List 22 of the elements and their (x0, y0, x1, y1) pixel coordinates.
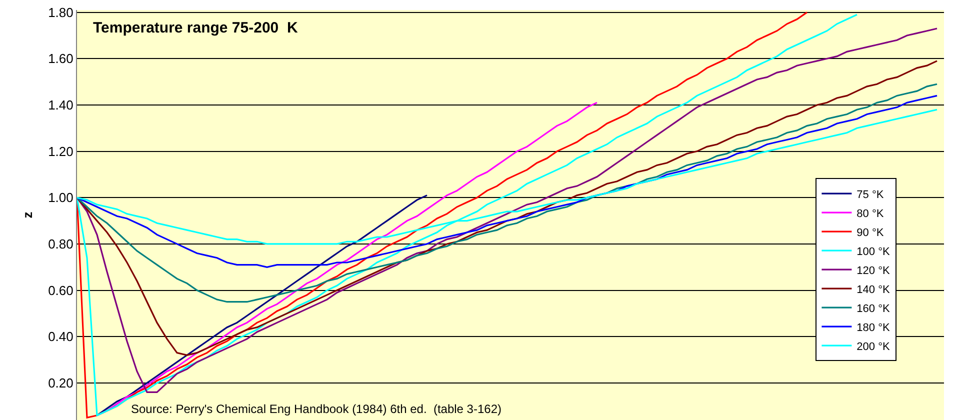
legend-label: 90 °K (856, 226, 884, 239)
y-axis-title: z (20, 211, 36, 218)
y-tick-label: 1.00 (48, 190, 74, 206)
y-tick-label: 1.40 (48, 98, 74, 113)
y-tick-label: 1.60 (48, 51, 74, 66)
y-tick-label: 1.20 (48, 144, 74, 159)
legend-label: 160 °K (856, 302, 890, 315)
annotation: Source: Perry's Chemical Eng Handbook (1984) 6th ed. (table 3-162) (131, 402, 502, 416)
legend-label: 100 °K (856, 246, 890, 258)
y-tick-label: 0.60 (48, 282, 74, 298)
legend-label: 140 °K (856, 284, 890, 296)
text: Temperature range 75-200 K (93, 19, 298, 36)
y-tick-label: 0.80 (48, 236, 74, 252)
line-series (96, 194, 428, 416)
legend-label: 120 °K (856, 264, 890, 277)
legend-label: 180 °K (856, 322, 890, 334)
legend-label: 200 °K (856, 340, 890, 353)
y-tick-label: 0.40 (48, 329, 74, 344)
y-tick-label: 0.20 (48, 375, 74, 390)
y-tick-label: 1.80 (48, 4, 74, 20)
legend-label: 80 °K (856, 208, 884, 220)
legend-label: 75 °K (856, 188, 884, 201)
